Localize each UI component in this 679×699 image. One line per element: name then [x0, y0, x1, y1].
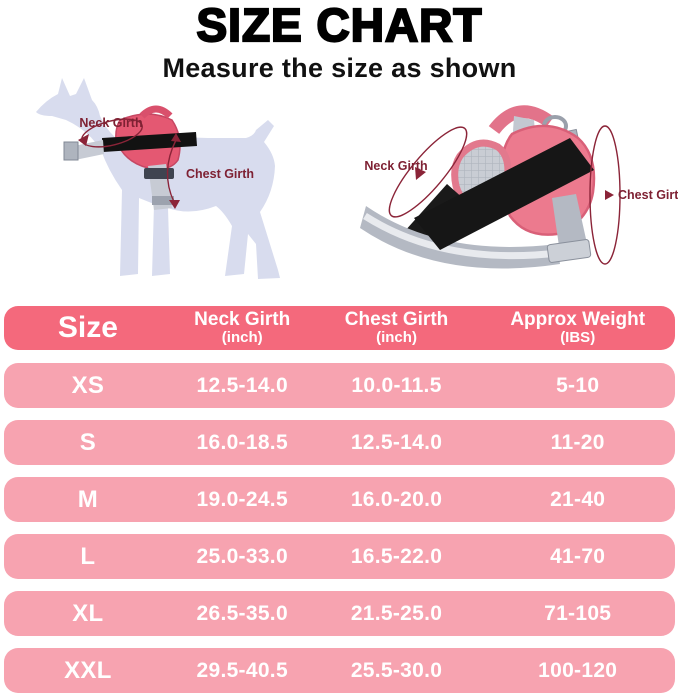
dog-harness-buckle-left [63, 141, 79, 161]
weight-value: 71-105 [544, 601, 612, 625]
page-subtitle: Measure the size as shown [162, 53, 517, 83]
chest-girth-arrowhead [605, 190, 614, 200]
column-header-neck-girth: Neck Girth (inch) [194, 309, 291, 347]
chest-girth-arrow-top [171, 133, 181, 142]
chest-girth-arrow-bottom [169, 200, 180, 209]
neck-girth-value: 25.0-33.0 [196, 544, 288, 568]
dog-with-harness-illustration: Neck Girth Chest Girth [36, 78, 280, 279]
table-row-xl: XL 26.5-35.0 21.5-25.0 71-105 [4, 591, 675, 636]
harness-chest-girth-label: Chest Girth [618, 188, 678, 202]
table-row-l: L 25.0-33.0 16.5-22.0 41-70 [4, 534, 675, 579]
size-table: Size Neck Girth (inch) Chest Girth (inch… [4, 306, 675, 693]
chest-girth-arc [166, 139, 177, 203]
weight-value: 21-40 [550, 487, 606, 511]
harness-handle [488, 105, 554, 135]
table-header-row: Size Neck Girth (inch) Chest Girth (inch… [4, 306, 675, 350]
neck-girth-value: 19.0-24.5 [196, 487, 288, 511]
chest-girth-value: 16.0-20.0 [350, 487, 443, 511]
chest-girth-value: 10.0-11.5 [351, 373, 442, 397]
neck-girth-value: 29.5-40.5 [196, 658, 288, 682]
page-title: SIZE CHART [195, 0, 483, 51]
dog-neck-girth-label: Neck Girth [79, 116, 142, 130]
neck-girth-value: 26.5-35.0 [196, 601, 288, 625]
table-row-m: M 19.0-24.5 16.0-20.0 21-40 [4, 477, 675, 522]
chest-girth-value: 12.5-14.0 [350, 430, 443, 454]
neck-girth-ellipse [388, 126, 468, 218]
chest-girth-ellipse [589, 125, 621, 265]
chest-girth-value: 25.5-30.0 [350, 658, 443, 682]
size-value: XS [71, 371, 105, 399]
table-row-xxl: XXL 29.5-40.5 25.5-30.0 100-120 [4, 648, 675, 693]
dog-harness-slider [152, 196, 174, 205]
chest-girth-value: 16.5-22.0 [350, 544, 443, 568]
table-row-xs: XS 12.5-14.0 10.0-11.5 5-10 [4, 363, 675, 408]
harness-diagonal-black-strap [414, 138, 594, 250]
column-header-chest-girth: Chest Girth (inch) [344, 309, 449, 347]
column-header-approx-weight: Approx Weight (IBS) [510, 309, 646, 347]
size-value: S [79, 428, 97, 456]
neck-girth-value: 16.0-18.5 [196, 430, 288, 454]
dog-harness-buckle-bottom [144, 168, 174, 179]
weight-value: 41-70 [550, 544, 606, 568]
size-value: XL [72, 599, 104, 627]
weight-value: 11-20 [550, 430, 605, 454]
size-value: XXL [64, 656, 112, 684]
dog-chest-girth-label: Chest Girth [186, 167, 254, 181]
harness-neck-girth-label: Neck Girth [364, 159, 427, 173]
size-value: L [80, 542, 96, 570]
chest-girth-value: 21.5-25.0 [350, 601, 443, 625]
neck-girth-arrowhead [415, 167, 426, 180]
harness-product-illustration: Neck Girth Chest Girth [360, 105, 678, 269]
column-header-size: Size [57, 311, 118, 345]
size-value: M [77, 485, 99, 513]
table-row-s: S 16.0-18.5 12.5-14.0 11-20 [4, 420, 675, 465]
weight-value: 5-10 [556, 373, 600, 397]
dog-harness-handle [139, 105, 173, 119]
neck-girth-value: 12.5-14.0 [196, 373, 288, 397]
neck-girth-arrowhead [78, 134, 89, 146]
harness-buckle [546, 239, 592, 263]
dog-harness-chest-strap [74, 140, 104, 160]
harness-reflective-stripe [363, 213, 559, 260]
harness-right-strap [552, 194, 588, 253]
weight-value: 100-120 [538, 658, 618, 682]
